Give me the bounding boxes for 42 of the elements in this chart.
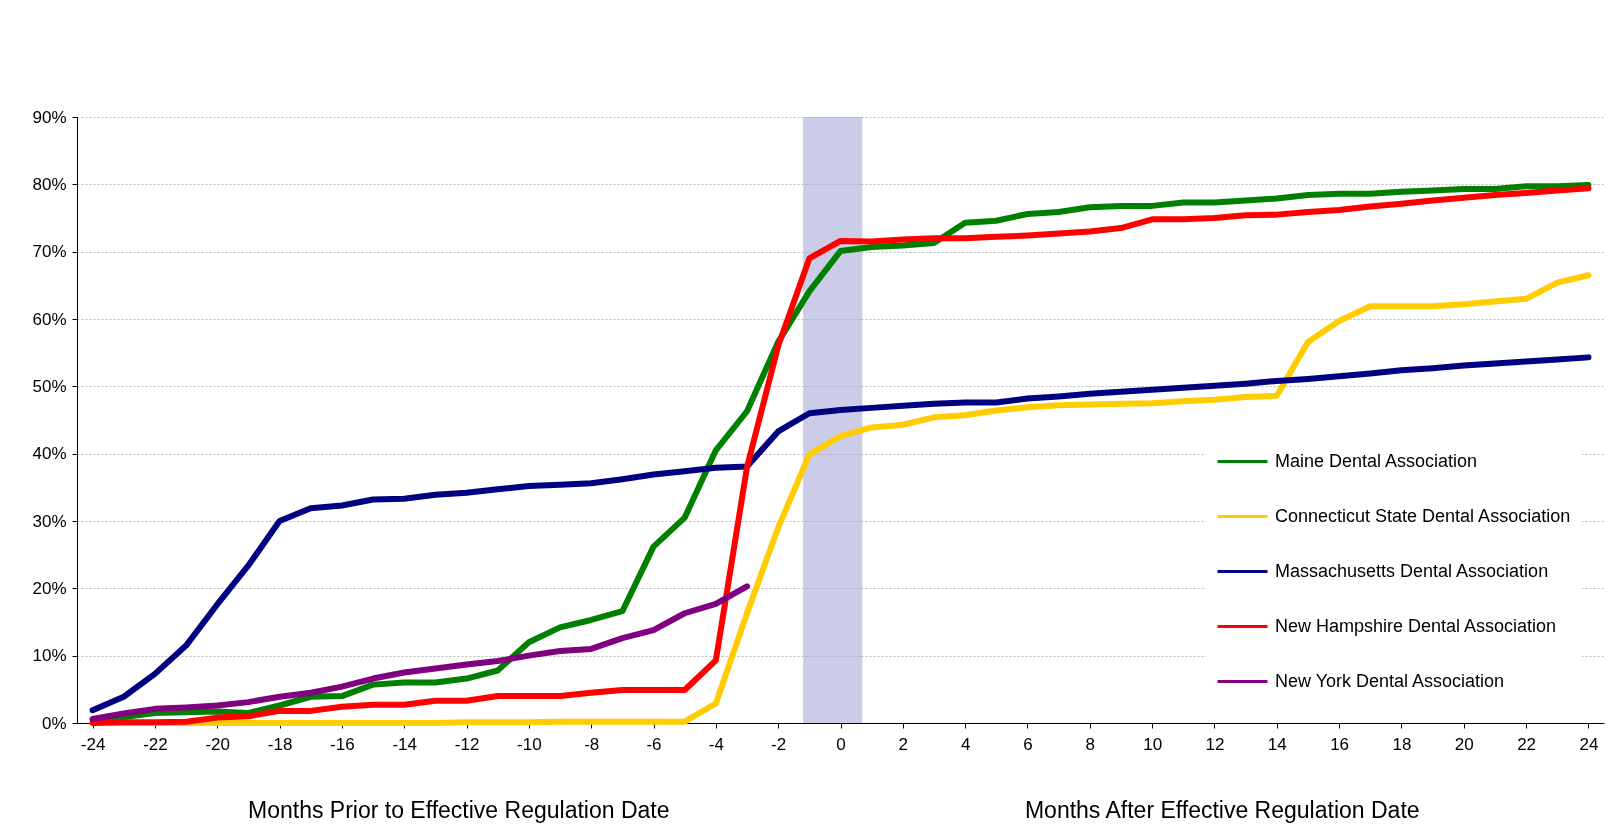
x-tick-label: -24 bbox=[80, 734, 106, 754]
x-tick-label: -8 bbox=[584, 734, 600, 754]
x-tick-label: 10 bbox=[1143, 734, 1163, 754]
x-tick-label: 8 bbox=[1085, 734, 1096, 754]
legend-label: New Hampshire Dental Association bbox=[1275, 615, 1557, 636]
x-tick-label: -12 bbox=[454, 734, 480, 754]
x-tick-label: 6 bbox=[1023, 734, 1033, 754]
y-tick-label: 90% bbox=[32, 107, 67, 127]
x-tick-label: -6 bbox=[646, 734, 662, 754]
y-tick-label: 30% bbox=[32, 511, 67, 531]
x-tick-label: -16 bbox=[330, 734, 355, 754]
x-tick-label: 12 bbox=[1205, 734, 1225, 754]
x-tick-label: 14 bbox=[1267, 734, 1287, 754]
y-tick-label: 40% bbox=[32, 444, 67, 464]
x-tick-label: -4 bbox=[708, 734, 724, 754]
x-tick-label: -22 bbox=[143, 734, 168, 754]
text: Months After Effective Regulation Date bbox=[1024, 797, 1420, 823]
x-tick-label: -2 bbox=[771, 734, 787, 754]
y-tick-label: 60% bbox=[32, 309, 67, 329]
text: Months Prior to Effective Regulation Date bbox=[248, 797, 670, 823]
legend-label: Maine Dental Association bbox=[1275, 450, 1478, 471]
x-tick-label: -10 bbox=[517, 734, 542, 754]
x-tick-label: 22 bbox=[1517, 734, 1537, 754]
y-tick-label: 80% bbox=[32, 174, 67, 194]
x-tick-label: 20 bbox=[1454, 734, 1474, 754]
y-tick-label: 50% bbox=[32, 376, 67, 396]
x-tick-label: 0 bbox=[836, 734, 846, 754]
x-tick-label: 24 bbox=[1579, 734, 1599, 754]
legend-label: Connecticut State Dental Association bbox=[1275, 505, 1571, 526]
y-tick-label: 0% bbox=[41, 713, 67, 733]
x-tick-label: 16 bbox=[1330, 734, 1350, 754]
x-tick-label: 18 bbox=[1392, 734, 1412, 754]
y-tick-label: 70% bbox=[32, 242, 67, 262]
legend-label: New York Dental Association bbox=[1275, 670, 1505, 691]
x-tick-label: -14 bbox=[392, 734, 417, 754]
legend-label: Massachusetts Dental Association bbox=[1275, 560, 1549, 581]
x-tick-label: 4 bbox=[960, 734, 971, 754]
y-tick-label: 10% bbox=[32, 646, 67, 666]
y-tick-label: 20% bbox=[32, 578, 67, 598]
x-tick-label: -18 bbox=[267, 734, 293, 754]
x-tick-label: -20 bbox=[205, 734, 231, 754]
x-tick-label: 2 bbox=[898, 734, 909, 754]
